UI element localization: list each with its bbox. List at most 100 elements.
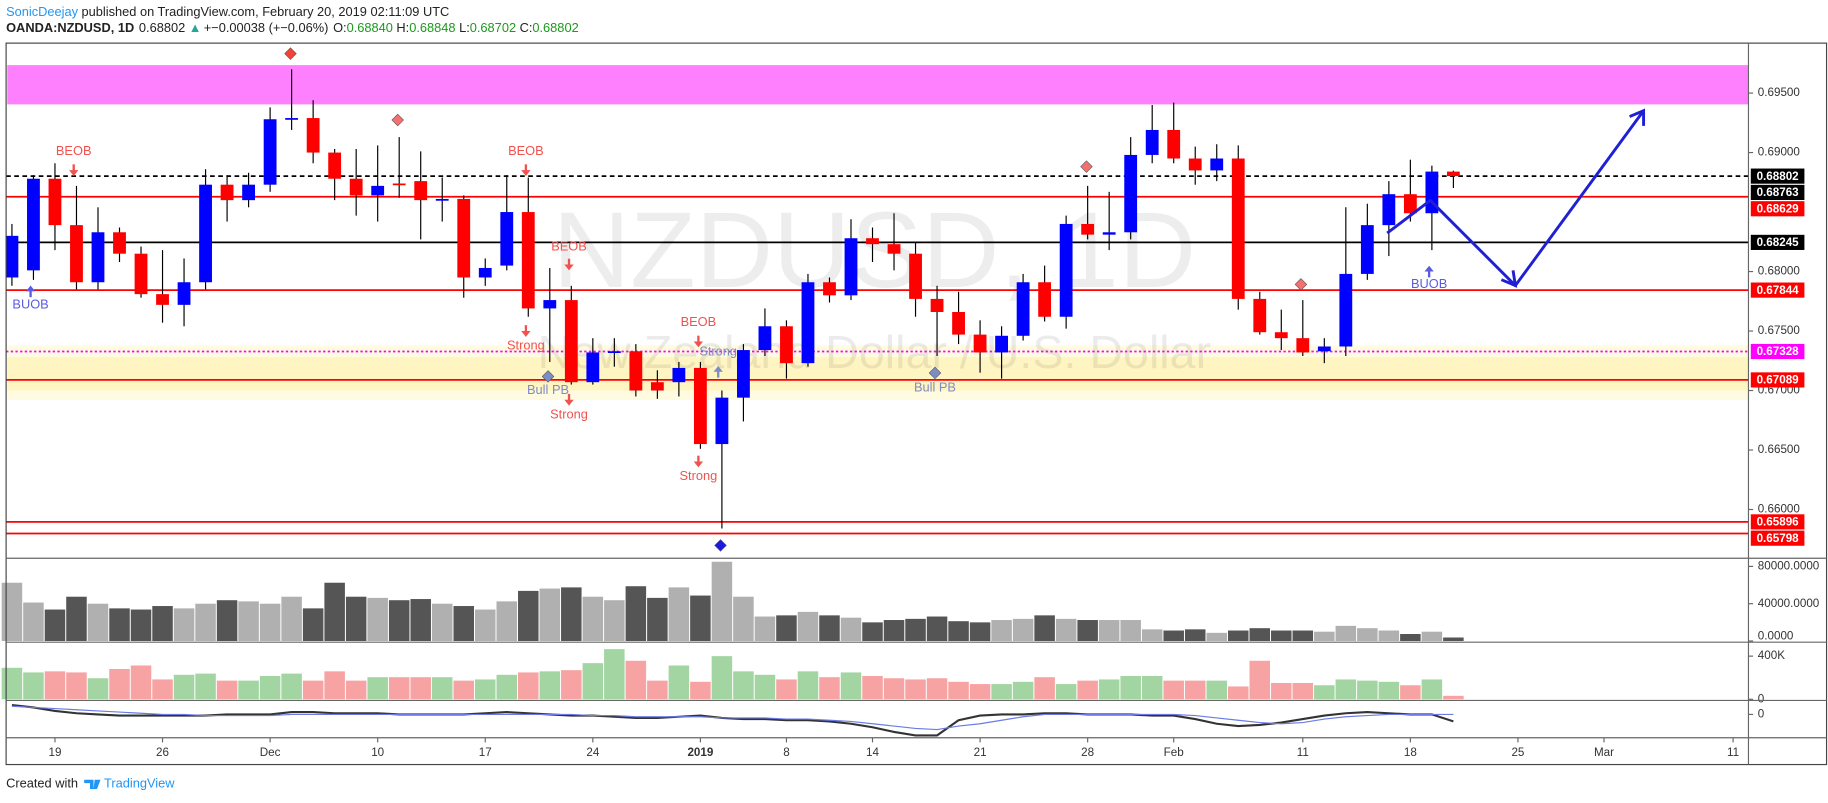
annotation-marker	[928, 366, 942, 380]
histogram-bar	[109, 668, 130, 700]
histogram-bar	[1335, 679, 1357, 700]
volume-bar	[1, 582, 23, 642]
candle-body	[693, 367, 707, 445]
candle-body	[5, 235, 19, 278]
histogram-bar	[1163, 680, 1184, 700]
brand-link[interactable]: TradingView	[104, 776, 175, 791]
histogram-bar	[66, 672, 87, 700]
histogram-bar	[345, 680, 367, 700]
published-text: published on TradingView.com, February 2…	[82, 4, 450, 19]
volume-bar	[1443, 637, 1464, 642]
histogram-bar	[754, 674, 776, 700]
volume-bar	[1357, 628, 1378, 642]
histogram-bar	[604, 649, 625, 700]
volume-bar	[410, 599, 431, 642]
candle-body	[1124, 154, 1138, 233]
annotation: Bull PB	[527, 382, 569, 397]
histogram-bar	[1012, 681, 1034, 700]
candle-body	[263, 119, 277, 185]
annotation: Strong	[550, 406, 588, 421]
histogram-bar	[302, 680, 324, 700]
volume-bar	[474, 609, 496, 642]
annotation-marker	[713, 365, 723, 372]
candle-body	[500, 212, 514, 266]
x-tick-label: 25	[1511, 746, 1524, 759]
volume-bar	[668, 587, 690, 642]
histogram-bar	[561, 670, 582, 700]
candle-body	[564, 300, 578, 383]
price-label: 0.67844	[1757, 284, 1800, 297]
candle-body	[952, 311, 965, 335]
annotation: Strong	[699, 343, 737, 358]
author-link[interactable]: SonicDeejay	[6, 4, 79, 19]
histogram-bar	[819, 677, 840, 700]
annotation-marker	[564, 399, 574, 406]
price-label: 0.67089	[1757, 374, 1800, 387]
histogram-bar	[1249, 660, 1271, 700]
x-tick-label: 21	[974, 746, 987, 759]
candle-body	[672, 367, 686, 383]
volume-bar	[604, 600, 625, 642]
zone	[7, 357, 1749, 391]
y-tick-label: 0.67500	[1758, 324, 1801, 337]
histogram-bar	[1400, 685, 1421, 700]
volume-bar	[152, 606, 173, 642]
high-label: H:	[396, 21, 409, 36]
candle-body	[1231, 158, 1245, 299]
histogram-bar	[1314, 685, 1335, 700]
histogram-bar	[668, 665, 690, 700]
candle-body	[134, 253, 148, 295]
x-tick-label: 28	[1081, 746, 1094, 759]
volume-bar	[130, 609, 152, 642]
candle-body	[1188, 158, 1202, 171]
volume-bar	[776, 615, 797, 642]
y-tick-label: 0.66000	[1758, 503, 1801, 516]
histogram-bar	[1141, 675, 1163, 700]
annotation-marker	[521, 330, 531, 337]
candle-body	[328, 152, 342, 179]
candle-body	[1339, 273, 1353, 347]
y-tick-label: 0.69500	[1758, 86, 1801, 99]
histogram-bar	[1292, 682, 1314, 700]
open-label: O:	[333, 21, 347, 36]
histogram-bar	[87, 678, 109, 700]
volume-bar	[539, 588, 561, 642]
quote-line: OANDA:NZDUSD, 1D 0.68802 ▲ +−0.00038 (+−0.0…	[6, 21, 579, 36]
histogram-bar	[1206, 680, 1227, 700]
volume-bar	[625, 586, 647, 642]
candle-body	[909, 253, 922, 299]
volume-bar	[1421, 631, 1443, 642]
price-label: 0.67328	[1757, 345, 1800, 358]
volume-bar	[733, 596, 754, 642]
volume-bar	[302, 608, 324, 642]
histogram-bar	[711, 656, 733, 700]
candle-body	[844, 238, 858, 296]
histogram-bar	[582, 663, 604, 700]
price-label-box	[1750, 530, 1805, 546]
histogram-bar	[259, 675, 281, 700]
histogram-bar	[905, 679, 926, 700]
volume-tick-label: 0.0000	[1758, 629, 1794, 642]
volume-bar	[840, 617, 862, 642]
candle-body	[1059, 223, 1073, 317]
volume-bar	[991, 620, 1012, 642]
candle-body	[780, 326, 793, 364]
volume-bar	[582, 596, 604, 642]
candle-body	[177, 282, 191, 305]
oscillator-tick-label: 0	[1758, 708, 1765, 721]
volume-bar	[862, 622, 883, 642]
y-tick-label: 0.68000	[1758, 265, 1801, 278]
histogram-bar	[388, 677, 410, 700]
annotation: Strong	[507, 338, 545, 353]
candle-body	[91, 232, 105, 283]
price-label-box	[1750, 201, 1805, 217]
y-tick-label: 0.66500	[1758, 443, 1801, 456]
candle-body	[27, 178, 40, 271]
candle-body	[543, 300, 557, 309]
histogram-bar	[1, 667, 23, 700]
candle-body	[392, 183, 406, 186]
annotation-marker	[521, 170, 531, 176]
histogram-bar	[173, 674, 195, 700]
